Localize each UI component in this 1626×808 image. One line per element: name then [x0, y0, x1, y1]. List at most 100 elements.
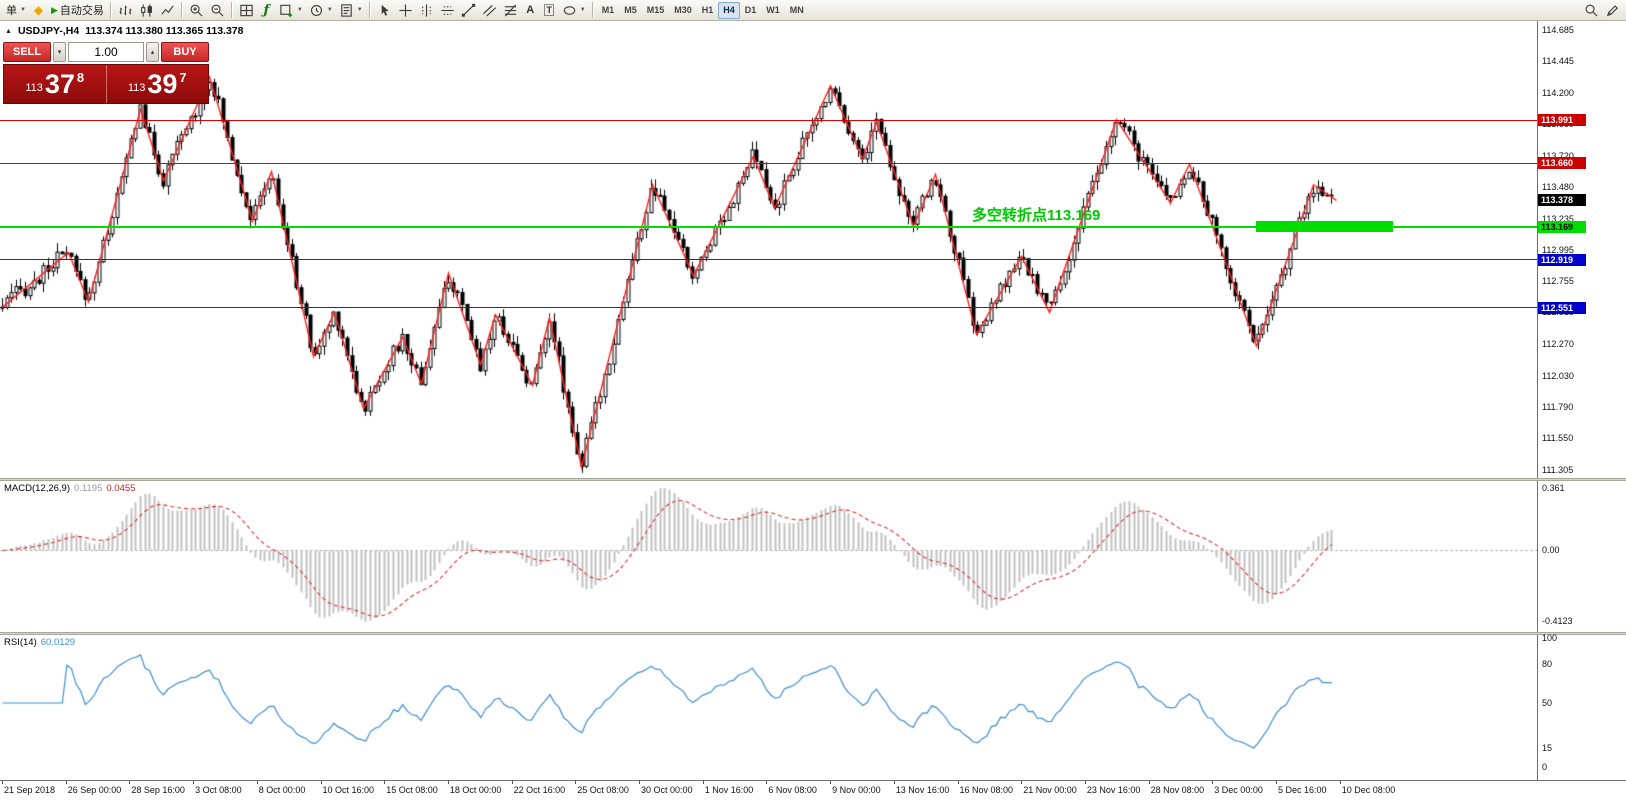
one-click-trading-panel: SELL ▾ ▴ BUY 113 37 8 113 39 7 — [3, 42, 209, 104]
vertical-line-button[interactable] — [416, 1, 437, 19]
horizontal-line-button[interactable] — [437, 1, 458, 19]
price-axis-label: 114.685 — [1542, 25, 1574, 35]
text-label-button[interactable]: T — [540, 1, 559, 19]
timeframe-button-m1[interactable]: M1 — [597, 2, 620, 19]
rsi-axis: 100 80 50 15 0 — [1537, 633, 1626, 780]
sell-price-display[interactable]: 113 37 8 — [25, 69, 85, 99]
bar-chart-icon — [118, 3, 133, 18]
new-order-button[interactable]: 单 ▼ — [3, 1, 29, 19]
rsi-axis-label: 80 — [1542, 658, 1553, 669]
equidistant-channel-icon — [482, 3, 497, 18]
text-button[interactable]: A — [521, 1, 540, 19]
time-axis-tick — [1339, 781, 1341, 784]
trade-price-row: 113 37 8 113 39 7 — [3, 64, 209, 104]
chevron-down-icon: ▼ — [296, 7, 303, 13]
rsi-canvas[interactable] — [0, 635, 1537, 780]
price-level-line[interactable] — [0, 226, 1537, 229]
timeframe-button-w1[interactable]: W1 — [761, 2, 785, 19]
shapes-button[interactable]: ▼ — [559, 1, 589, 19]
time-axis-tick — [320, 781, 322, 784]
cursor-icon — [377, 3, 392, 18]
tile-windows-button[interactable] — [236, 1, 257, 19]
price-level-line[interactable] — [0, 119, 1537, 121]
price-axis-label: 112.995 — [1542, 245, 1574, 255]
time-axis-label: 6 Nov 08:00 — [768, 785, 817, 795]
time-axis-label: 3 Oct 08:00 — [195, 785, 242, 795]
crosshair-button[interactable] — [395, 1, 416, 19]
buy-price-display[interactable]: 113 39 7 — [127, 69, 187, 99]
volume-decrease-button[interactable]: ▾ — [53, 42, 66, 62]
volume-increase-button[interactable]: ▴ — [146, 42, 159, 62]
timeframe-button-mn[interactable]: MN — [785, 2, 809, 19]
macd-indicator-label: MACD(12,26,9) 0.1195 0.0455 — [4, 483, 136, 494]
buy-button[interactable]: BUY — [161, 42, 209, 62]
add-chart-button[interactable]: ▼ — [276, 1, 306, 19]
timeframe-button-d1[interactable]: D1 — [740, 2, 762, 19]
timeframe-button-m30[interactable]: M30 — [669, 2, 697, 19]
cursor-button[interactable] — [374, 1, 395, 19]
price-level-line[interactable] — [0, 259, 1537, 261]
price-level-line[interactable] — [0, 162, 1537, 164]
chevron-down-icon: ▼ — [356, 7, 363, 13]
timeframe-button-m15[interactable]: M15 — [642, 2, 670, 19]
rsi-axis-label: 15 — [1542, 742, 1553, 753]
time-axis-label: 5 Dec 16:00 — [1278, 785, 1327, 795]
price-level-line[interactable] — [0, 307, 1537, 309]
zoom-out-button[interactable] — [207, 1, 228, 19]
time-axis-label: 9 Nov 00:00 — [832, 785, 881, 795]
mq-logo-button[interactable]: ◆ — [29, 1, 48, 19]
collapse-panel-icon[interactable]: ▲ — [5, 27, 12, 35]
fibonacci-button[interactable] — [500, 1, 521, 19]
search-button[interactable] — [1581, 1, 1602, 19]
period-clock-button[interactable]: ▼ — [306, 1, 336, 19]
time-axis-tick — [129, 781, 131, 784]
price-axis-label: 111.790 — [1542, 401, 1574, 412]
toolbar-separator — [591, 2, 594, 18]
price-level-badge: 112.551 — [1538, 301, 1586, 314]
time-axis-tick — [1084, 781, 1086, 784]
time-axis-label: 22 Oct 16:00 — [513, 785, 566, 795]
candlestick-chart-button[interactable] — [136, 1, 157, 19]
zoom-in-button[interactable] — [186, 1, 207, 19]
toolbar-separator — [180, 2, 183, 18]
sell-button[interactable]: SELL — [3, 42, 51, 62]
time-axis-label: 25 Oct 08:00 — [577, 785, 629, 795]
bar-chart-button[interactable] — [115, 1, 136, 19]
trade-controls-row: SELL ▾ ▴ BUY — [3, 42, 209, 62]
autotrading-button[interactable]: ▶ 自动交易 — [48, 1, 107, 19]
timeframe-button-h1[interactable]: H1 — [697, 2, 719, 19]
macd-canvas[interactable] — [0, 481, 1537, 632]
time-axis-label: 10 Dec 08:00 — [1341, 785, 1396, 795]
price-axis-label: 112.270 — [1542, 339, 1574, 350]
line-chart-button[interactable] — [157, 1, 178, 19]
time-axis-tick — [575, 781, 577, 784]
rsi-axis-label: 0 — [1542, 762, 1548, 772]
pivot-annotation-text[interactable]: 多空转折点113.169 — [972, 207, 1101, 224]
panel-splitter[interactable] — [0, 632, 1626, 635]
macd-axis-label: 0.361 — [1542, 482, 1565, 493]
panel-splitter[interactable] — [0, 478, 1626, 481]
time-axis-tick — [957, 781, 959, 784]
indicators-icon: ƒ — [263, 2, 270, 18]
timeframe-button-m5[interactable]: M5 — [619, 2, 642, 19]
volume-input[interactable] — [68, 42, 144, 62]
trendline-button[interactable] — [458, 1, 479, 19]
equidistant-channel-button[interactable] — [479, 1, 500, 19]
timeframe-button-h4[interactable]: H4 — [718, 1, 740, 19]
period-clock-icon — [309, 3, 324, 18]
edit-button[interactable] — [1602, 1, 1623, 19]
price-chart-canvas[interactable] — [0, 21, 1537, 478]
time-axis-label: 3 Dec 00:00 — [1214, 785, 1263, 795]
macd-axis-label: -0.4123 — [1542, 616, 1573, 627]
pivot-zone-rectangle[interactable] — [1256, 221, 1393, 232]
time-axis-tick — [256, 781, 258, 784]
chevron-down-icon: ▼ — [20, 7, 26, 13]
indicators-button[interactable]: ƒ — [257, 1, 276, 19]
templates-button[interactable]: ▼ — [336, 1, 366, 19]
vertical-line-icon — [419, 3, 434, 18]
mq-logo-icon: ◆ — [33, 3, 44, 17]
time-axis-tick — [1021, 781, 1023, 784]
time-axis-label: 10 Oct 16:00 — [322, 785, 375, 795]
symbol-label: ▲ USDJPY-,H4 113.374 113.380 113.365 113… — [5, 25, 243, 37]
